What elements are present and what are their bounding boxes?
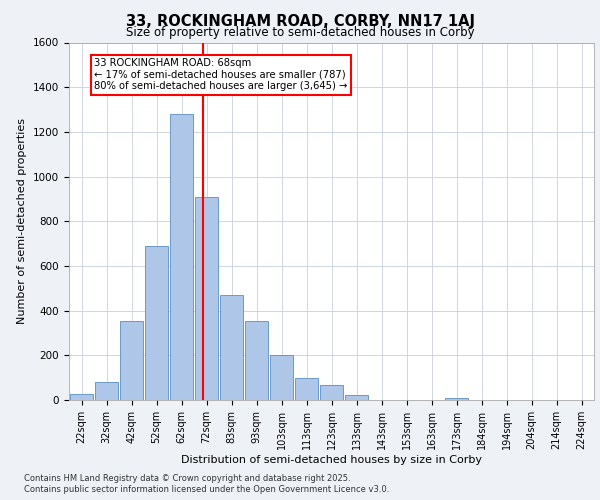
Bar [320,386,343,400]
Text: 33 ROCKINGHAM ROAD: 68sqm
← 17% of semi-detached houses are smaller (787)
80% of: 33 ROCKINGHAM ROAD: 68sqm ← 17% of semi-… [94,58,347,92]
Bar [270,356,293,400]
Bar [295,378,318,400]
Bar [220,295,243,400]
Bar [345,395,368,400]
Text: Contains HM Land Registry data © Crown copyright and database right 2025.
Contai: Contains HM Land Registry data © Crown c… [24,474,389,494]
Text: 33, ROCKINGHAM ROAD, CORBY, NN17 1AJ: 33, ROCKINGHAM ROAD, CORBY, NN17 1AJ [125,14,475,29]
Bar [245,320,268,400]
Bar [195,196,218,400]
Bar [145,246,168,400]
Bar [70,394,93,400]
Bar [445,398,468,400]
X-axis label: Distribution of semi-detached houses by size in Corby: Distribution of semi-detached houses by … [181,454,482,464]
Text: Size of property relative to semi-detached houses in Corby: Size of property relative to semi-detach… [125,26,475,39]
Bar [170,114,193,400]
Bar [95,382,118,400]
Y-axis label: Number of semi-detached properties: Number of semi-detached properties [17,118,28,324]
Bar [120,320,143,400]
